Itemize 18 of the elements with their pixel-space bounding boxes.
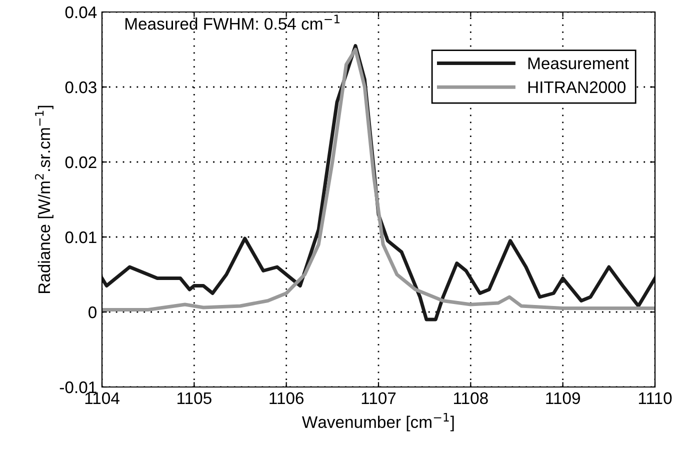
- x-tick-label: 1110: [638, 392, 672, 404]
- y-tick-label: 0.04: [65, 6, 97, 18]
- y-axis-title: Radiance [W/m$^{2}$.sr.cm$^{−1}$]: [34, 106, 54, 294]
- y-tick-label: 0: [88, 306, 96, 318]
- y-tick-label: 0.02: [65, 156, 96, 168]
- x-tick-label: 1104: [85, 392, 120, 404]
- y-tick-label: -0.01: [60, 381, 96, 394]
- x-tick-label: 1108: [454, 392, 488, 404]
- annotation: Measured FWHM: 0.54 cm$^{−1}$: [125, 14, 340, 30]
- x-axis-title: Wavenumber [cm$^{−1}$]: [302, 412, 454, 432]
- legend-label: Measurement: [528, 58, 629, 70]
- x-tick-label: 1105: [178, 392, 212, 404]
- x-tick-label: 1109: [546, 392, 580, 404]
- y-tick-label: 0.01: [65, 231, 96, 244]
- legend-label: HITRAN2000: [528, 81, 626, 94]
- x-tick-label: 1106: [270, 392, 304, 404]
- y-tick-label: 0.03: [65, 81, 96, 94]
- x-tick-label: 1107: [362, 392, 396, 404]
